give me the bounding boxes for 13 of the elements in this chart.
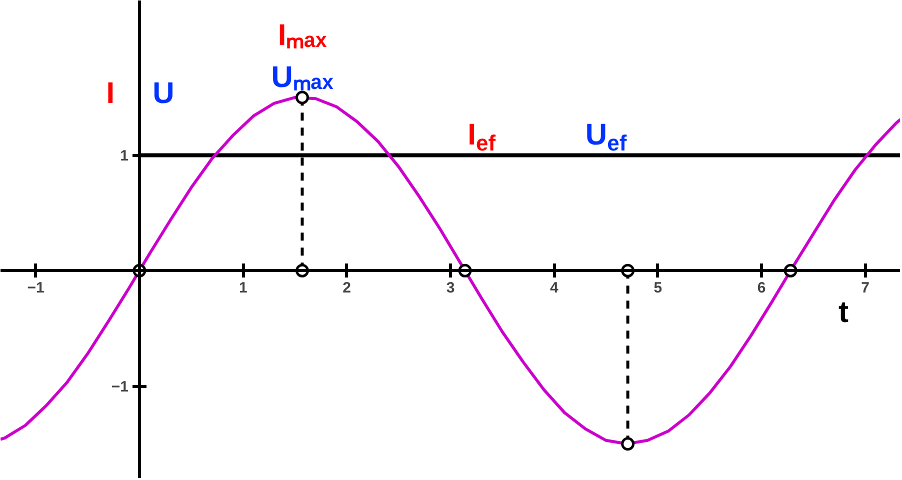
x-tick-label: −1: [27, 280, 44, 297]
x-tick-label: 7: [861, 280, 870, 297]
x-tick-label: 1: [238, 280, 248, 297]
x-tick-label: 6: [757, 280, 766, 297]
x-tick-label: 2: [342, 280, 351, 297]
x-tick-label: 4: [550, 280, 560, 297]
x-tick-label: 3: [446, 280, 455, 297]
annotation: Uₘₐₓ: [271, 60, 334, 94]
x-axis-title: t: [838, 296, 848, 330]
annotation: I: [106, 77, 115, 110]
x-tick-label: 5: [654, 280, 662, 297]
annotation: Iₘₐₓ: [278, 18, 328, 52]
annotation: U: [152, 77, 174, 110]
